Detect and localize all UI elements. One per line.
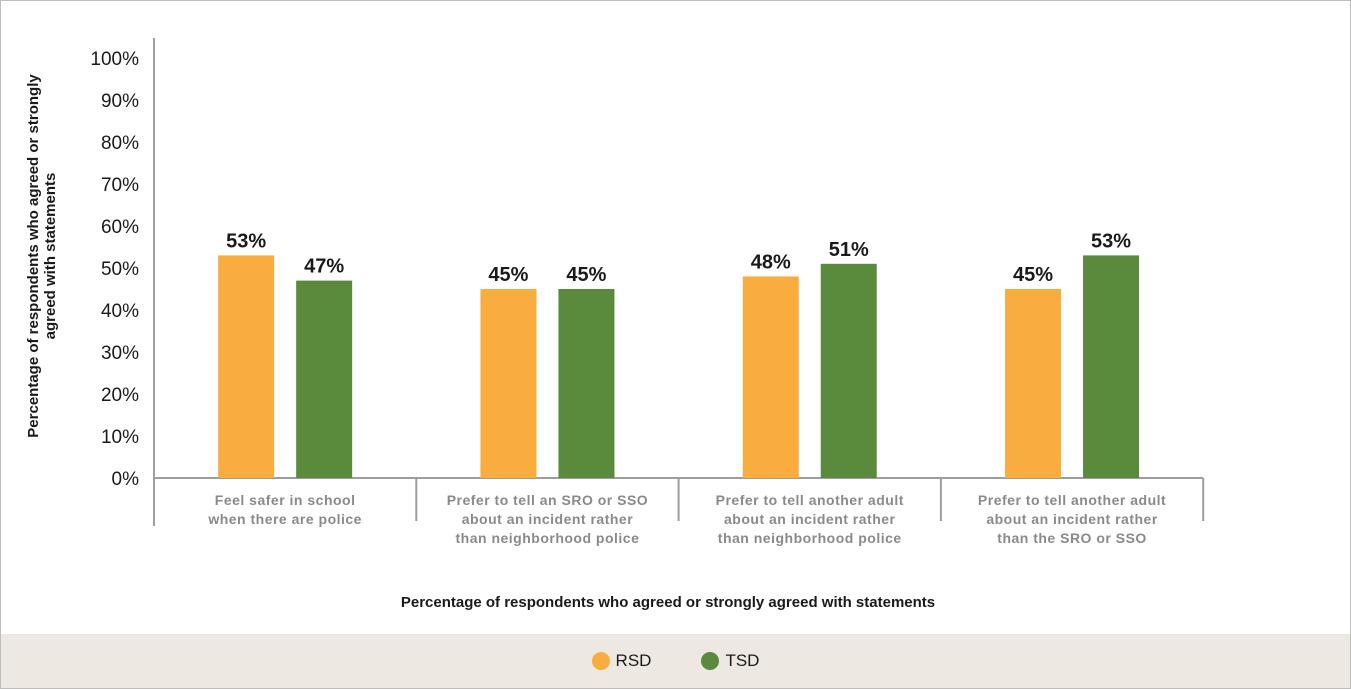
y-tick-label: 40% bbox=[101, 301, 139, 322]
category-label-line: Prefer to tell another adult bbox=[978, 492, 1166, 508]
y-axis-title-text: Percentage of respondents who agreed or … bbox=[25, 74, 59, 438]
category-label-line: than neighborhood police bbox=[718, 530, 902, 546]
category-label-line: than neighborhood police bbox=[456, 530, 640, 546]
data-label: 48% bbox=[751, 251, 791, 273]
data-label: 45% bbox=[488, 264, 528, 286]
data-label: 53% bbox=[1091, 230, 1131, 252]
category-label-line: about an incident rather bbox=[724, 511, 896, 527]
bar-tsd bbox=[296, 280, 353, 478]
y-tick-label: 50% bbox=[101, 259, 139, 280]
category-label-line: than the SRO or SSO bbox=[997, 530, 1147, 546]
y-axis-title: Percentage of respondents who agreed or … bbox=[25, 74, 59, 438]
category-label: Prefer to tell another adult about an inc… bbox=[978, 492, 1166, 546]
category-label: Feel safer in school when there are polic… bbox=[207, 492, 362, 527]
data-label: 53% bbox=[226, 230, 266, 252]
data-label: 45% bbox=[1013, 264, 1053, 286]
category-label-line: Prefer to tell an SRO or SSO bbox=[447, 492, 649, 508]
legend-swatch-icon bbox=[701, 652, 720, 670]
data-label: 51% bbox=[829, 239, 869, 261]
category-label-line: Feel safer in school bbox=[215, 492, 356, 508]
y-axis-title-line: Percentage of respondents who agreed or … bbox=[25, 74, 42, 438]
y-tick-label: 10% bbox=[101, 427, 139, 448]
y-tick-label: 100% bbox=[90, 49, 139, 70]
category-label-line: Prefer to tell another adult bbox=[716, 492, 904, 508]
bar-rsd bbox=[742, 276, 799, 478]
category-labels: Feel safer in school when there are polic… bbox=[207, 492, 1166, 546]
y-axis-title-line: agreed with statements bbox=[42, 173, 59, 340]
category-label-line: about an incident rather bbox=[986, 511, 1158, 527]
bars: 53% 47% 45% 45% 48% 51% 45% 53% bbox=[218, 230, 1140, 478]
y-tick-label: 20% bbox=[101, 385, 139, 406]
legend: RSD TSD bbox=[1, 634, 1350, 688]
y-axis-ticks: 0% 10% 20% 30% 40% 50% 60% 70% 80% 90% 100% bbox=[90, 49, 139, 490]
legend-item-rsd: RSD bbox=[591, 651, 652, 671]
x-axis-title: Percentage of respondents who agreed or … bbox=[401, 594, 935, 611]
y-tick-label: 70% bbox=[101, 175, 139, 196]
y-tick-label: 90% bbox=[101, 91, 139, 112]
data-label: 45% bbox=[566, 264, 606, 286]
category-label: Prefer to tell an SRO or SSO about an inc… bbox=[447, 492, 649, 546]
legend-item-tsd: TSD bbox=[701, 651, 759, 671]
legend-swatch-icon bbox=[591, 652, 610, 670]
y-tick-label: 0% bbox=[112, 469, 140, 490]
category-label-line: when there are police bbox=[207, 511, 362, 527]
bar-rsd bbox=[218, 255, 275, 478]
bar-tsd bbox=[558, 289, 615, 478]
bar-chart: Percentage of respondents who agreed or … bbox=[25, 38, 1205, 611]
y-tick-label: 60% bbox=[101, 217, 139, 238]
category-label-line: about an incident rather bbox=[462, 511, 634, 527]
y-tick-label: 30% bbox=[101, 343, 139, 364]
y-tick-label: 80% bbox=[101, 133, 139, 154]
category-label: Prefer to tell another adult about an inc… bbox=[716, 492, 904, 546]
bar-tsd bbox=[1083, 255, 1140, 478]
bar-tsd bbox=[820, 263, 877, 478]
bar-rsd bbox=[480, 289, 537, 478]
legend-label: TSD bbox=[725, 651, 760, 670]
data-label: 47% bbox=[304, 256, 344, 278]
legend-label: RSD bbox=[615, 651, 652, 670]
bar-rsd bbox=[1005, 289, 1062, 478]
